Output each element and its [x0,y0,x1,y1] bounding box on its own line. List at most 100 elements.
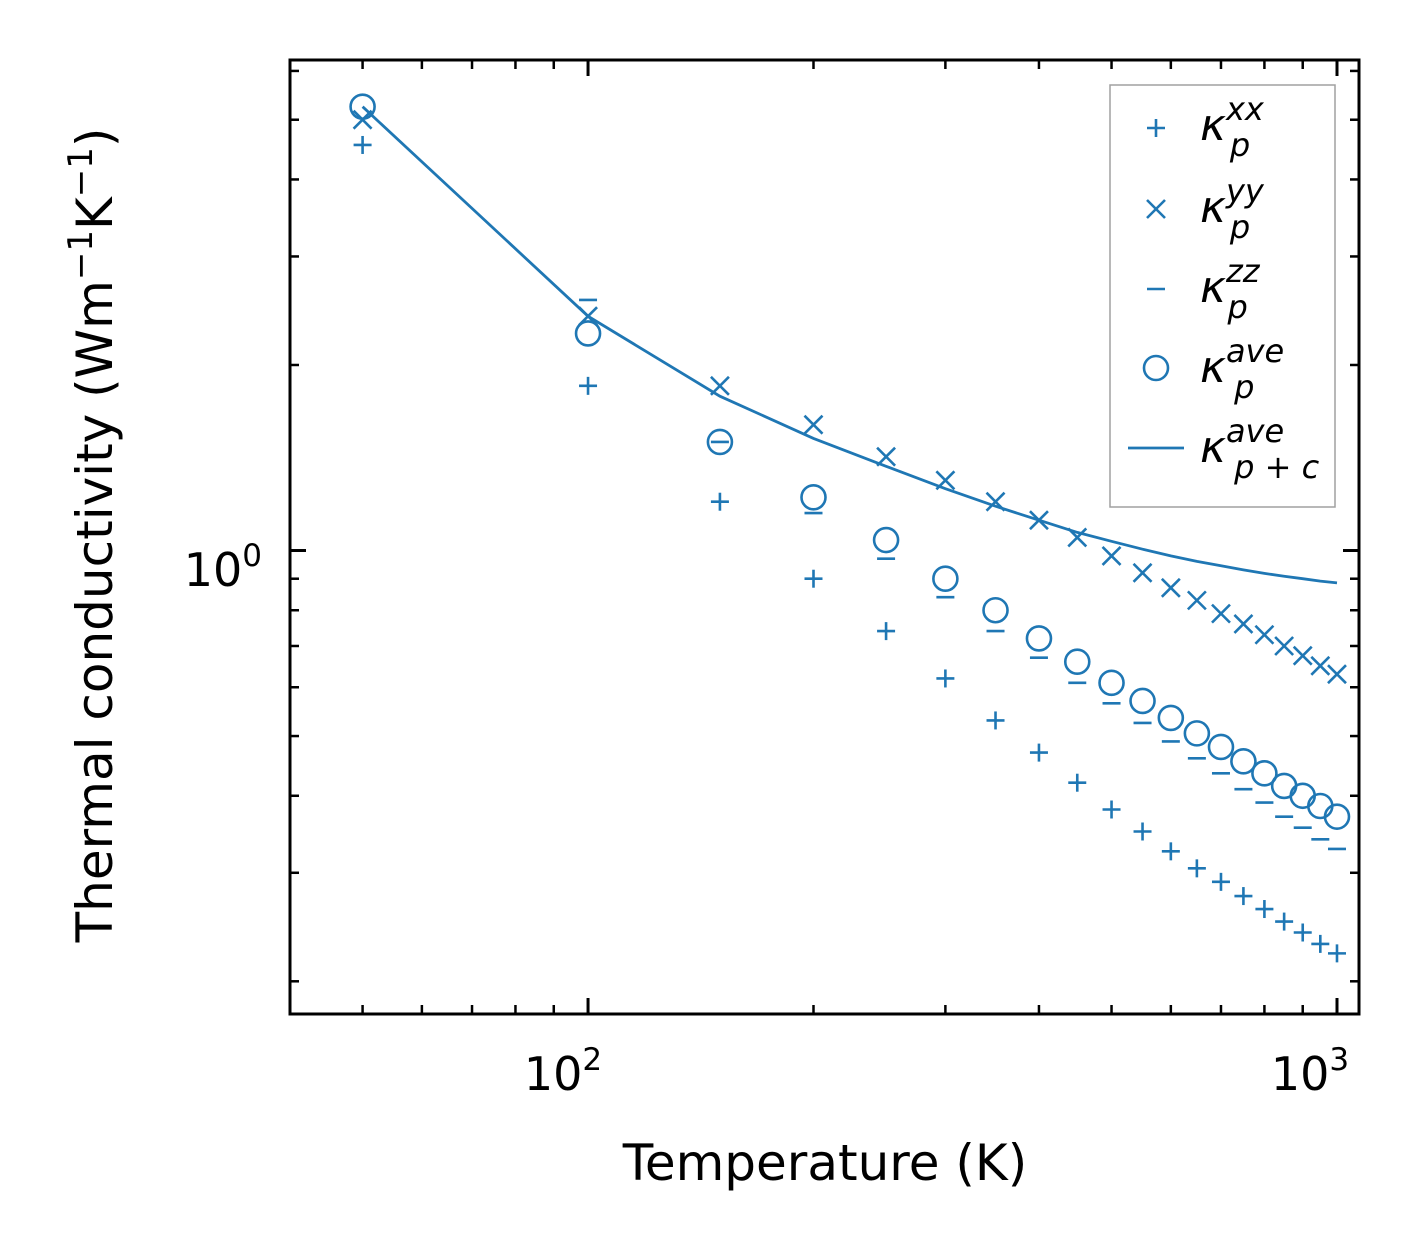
data-point-kave-800 [1251,760,1278,787]
data-point-kave-600-ring [1157,704,1185,732]
data-point-kyy-950-d2 [1310,655,1331,676]
data-point-kave-200 [800,483,827,511]
data-point-kxx-100 [579,376,598,395]
data-point-kyy-700 [1211,603,1231,624]
data-point-kyy-550 [1132,562,1153,583]
data-point-kave-750 [1230,747,1257,775]
data-point-kyy-600-d2 [1160,577,1181,598]
data-point-kyy-800 [1254,624,1275,645]
data-point-kxx-1000 [1327,944,1346,963]
data-point-kyy-450-d2 [1067,527,1088,548]
data-point-kave-400 [1025,625,1053,652]
data-point-kxx-550 [1133,822,1152,841]
plot-marks [349,58,1351,963]
legend-key-kave-ring [1142,354,1170,382]
y-tick-label-1: 100 [184,538,262,597]
data-point-kave-450-ring [1063,648,1091,676]
data-point-kxx-250 [877,622,896,641]
data-point-kave-650 [1183,720,1211,747]
data-point-kave-300 [932,565,959,593]
data-point-kyy-500 [1101,546,1122,566]
data-point-kxx-150 [710,492,729,511]
data-point-kxx-450 [1068,773,1087,792]
series-line-kave-pc [361,105,1338,585]
data-point-kxx-650 [1187,859,1206,878]
legend-keys [1128,119,1184,450]
data-point-kave-550-ring [1129,687,1156,715]
data-point-kyy-750-d2 [1233,614,1254,634]
legend: κxx p κyy p κzz p κave p κave p + c [1109,84,1336,508]
data-point-kxx-350 [986,711,1005,730]
data-point-kyy-750 [1233,614,1254,634]
data-point-kave-1000-ring [1323,803,1351,830]
data-point-kave-100-ring [574,320,602,347]
data-point-kyy-200 [803,414,824,435]
data-point-kyy-850-d2 [1274,636,1295,656]
legend-label-kave-pc: κave p + c [1200,412,1320,486]
legend-key-kave [1142,354,1170,382]
data-point-kxx-900 [1293,923,1312,942]
data-point-kave-200-ring [800,483,827,511]
legend-key-kxx [1147,119,1165,137]
data-point-kave-500 [1098,669,1125,697]
data-point-kxx-700 [1211,872,1230,891]
data-point-kave-750-ring [1230,747,1257,775]
data-point-kxx-200 [804,569,823,588]
data-point-kyy-900 [1292,645,1313,666]
y-axis-label: Thermal conductivity (Wm−1K−1) [61,128,124,944]
legend-key-kyy [1146,199,1166,219]
data-point-kave-450 [1063,648,1091,676]
data-point-kyy-900-d2 [1292,645,1313,666]
legend-box [1109,84,1336,508]
data-point-kxx-950 [1311,934,1330,953]
data-point-kave-600 [1157,704,1185,732]
data-point-kave-250-ring [872,526,900,554]
data-point-kave-250 [872,526,900,554]
data-point-kxx-500 [1102,800,1121,819]
legend-label-kxx: κxx p [1200,90,1265,164]
legend-key-kyy-d2 [1146,199,1166,219]
data-point-kave-1000 [1323,803,1351,830]
legend-label-kzz: κzz p [1200,252,1261,326]
data-point-kave-700 [1207,733,1235,761]
data-point-kave-400-ring [1025,625,1053,652]
data-point-kxx-750 [1234,887,1253,906]
data-point-kyy-500-d2 [1101,546,1122,566]
data-point-kave-500-ring [1098,669,1125,697]
data-point-kxx-300 [936,669,955,688]
data-point-kyy-1000-d2 [1327,664,1347,685]
data-point-kyy-950 [1310,655,1331,676]
data-point-kave-650-ring [1183,720,1211,747]
x-axis-label: Temperature (K) [622,1134,1027,1192]
data-point-kave-150 [706,428,734,456]
data-point-kyy-550-d2 [1132,562,1153,583]
data-point-kyy-650-d2 [1186,590,1207,611]
data-point-kave-700-ring [1207,733,1235,761]
data-point-kave-350 [982,596,1009,624]
data-point-kave-100 [574,320,602,347]
data-point-kave-800-ring [1251,760,1278,787]
x-tick-label-100: 102 [524,1042,602,1101]
data-point-kyy-350-d2 [985,491,1006,512]
data-point-kave-550 [1129,687,1156,715]
data-point-kyy-800-d2 [1254,624,1275,645]
x-tick-label-1000: 103 [1271,1042,1349,1101]
legend-label-kyy: κyy p [1200,172,1265,246]
data-point-kxx-800 [1255,900,1274,919]
data-point-kave-50-ring [349,93,376,120]
data-point-kxx-400 [1029,743,1048,762]
plot-frame [288,58,1361,1016]
data-point-kxx-50 [353,135,372,154]
data-point-kyy-600 [1160,577,1181,598]
data-point-kyy-650 [1186,590,1207,611]
data-point-kave-300-ring [932,565,959,593]
data-point-kyy-200-d2 [803,414,824,435]
data-point-kyy-700-d2 [1211,603,1231,624]
data-point-kave-350-ring [982,596,1009,624]
data-point-kxx-600 [1161,842,1180,861]
data-point-kyy-1000 [1327,664,1347,685]
data-point-kave-150-ring [706,428,734,456]
legend-label-kave: κave p [1200,332,1284,406]
data-point-kyy-850 [1274,636,1295,656]
